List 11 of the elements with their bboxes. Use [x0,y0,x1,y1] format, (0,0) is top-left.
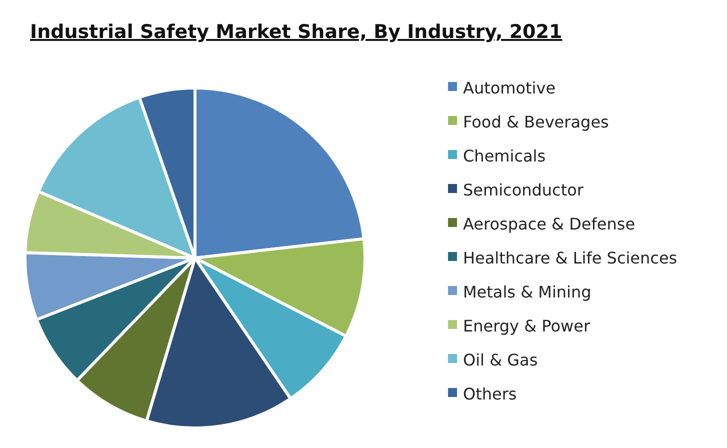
legend-label: Energy & Power [463,316,590,336]
legend-label: Semiconductor [463,180,584,200]
legend-label: Automotive [463,78,556,98]
legend-label: Metals & Mining [463,282,592,302]
legend-label: Healthcare & Life Sciences [463,248,678,268]
legend-label: Oil & Gas [463,350,538,370]
chart-title: Industrial Safety Market Share, By Industry, 2021 [30,21,562,43]
legend-label: Food & Beverages [463,112,609,132]
legend-label: Chemicals [463,146,546,166]
legend-label: Aerospace & Defense [463,214,636,234]
legend-label: Others [463,384,517,404]
